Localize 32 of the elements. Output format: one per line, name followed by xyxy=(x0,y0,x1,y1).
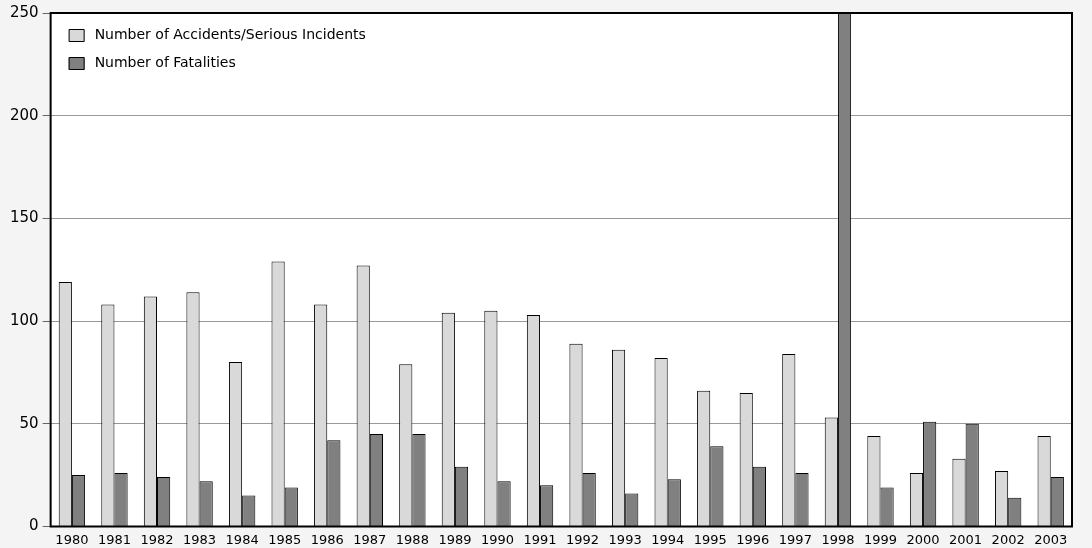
x-tick-label: 1988 xyxy=(395,531,429,547)
x-tick-label: 1999 xyxy=(863,531,898,547)
y-tick-label: 50 xyxy=(19,413,39,432)
legend-label: Number of Accidents/Serious Incidents xyxy=(94,25,366,42)
y-tick-label: 150 xyxy=(9,208,39,227)
x-tick-label: 1994 xyxy=(651,531,685,547)
x-tick-label: 1995 xyxy=(693,531,727,547)
y-tick-label: 200 xyxy=(9,105,39,124)
x-tick-label: 2002 xyxy=(991,531,1025,547)
x-tick-label: 1983 xyxy=(183,531,217,547)
x-tick-label: 1992 xyxy=(566,531,600,547)
x-tick-label: 1984 xyxy=(225,531,259,547)
x-tick-label: 2003 xyxy=(1034,531,1068,547)
x-tick-label: 1998 xyxy=(821,531,855,547)
x-tick-label: 1997 xyxy=(778,531,812,547)
x-tick-label: 1990 xyxy=(480,531,515,547)
legend-label: Number of Fatalities xyxy=(94,53,236,70)
x-tick-label: 1986 xyxy=(310,531,344,547)
x-tick-label: 1993 xyxy=(608,531,642,547)
x-tick-label: 1982 xyxy=(140,531,174,547)
x-tick-label: 1989 xyxy=(438,531,472,547)
x-tick-label: 1981 xyxy=(97,531,132,547)
x-tick-label: 1991 xyxy=(523,531,557,547)
x-tick-label: 1980 xyxy=(55,531,89,547)
y-tick-label: 250 xyxy=(9,2,39,21)
y-tick-label: 0 xyxy=(29,516,39,535)
x-tick-label: 1996 xyxy=(736,531,770,547)
x-tick-label: 2000 xyxy=(906,531,940,547)
y-tick-label: 100 xyxy=(9,310,39,329)
x-tick-label: 1985 xyxy=(268,531,302,547)
x-tick-label: 1987 xyxy=(353,531,387,547)
x-tick-label: 2001 xyxy=(949,531,983,547)
